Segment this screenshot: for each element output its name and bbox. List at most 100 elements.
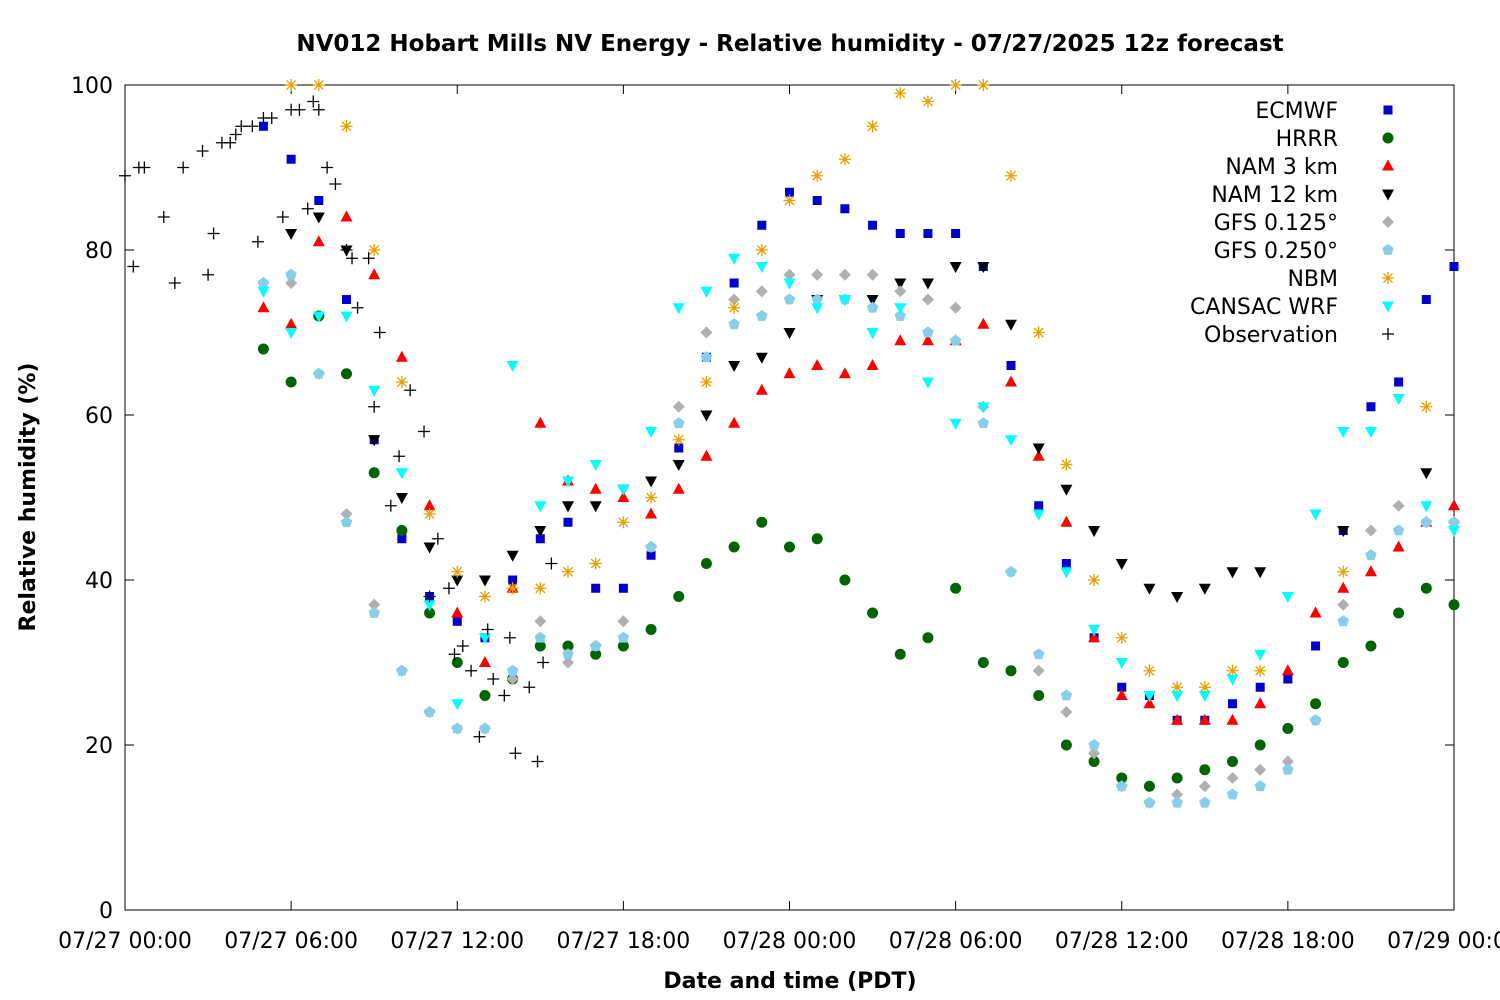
data-point-gfs-0-250 — [1033, 648, 1045, 660]
y-tick-label: 100 — [71, 74, 113, 99]
y-tick-label: 60 — [85, 404, 113, 429]
data-point-observation — [307, 95, 320, 108]
data-point-ecmwf — [286, 154, 296, 164]
data-point-cansac-wrf — [1392, 394, 1405, 405]
data-point-hrrr — [285, 376, 297, 388]
data-point-cansac-wrf — [838, 295, 851, 306]
data-point-nam-3-km — [1448, 499, 1460, 511]
data-point-observation — [503, 631, 516, 644]
data-point-hrrr — [922, 632, 934, 644]
data-point-nbm — [1198, 681, 1211, 694]
data-point-gfs-0-250 — [894, 310, 906, 321]
chart-title: NV012 Hobart Mills NV Energy - Relative … — [296, 31, 1283, 57]
data-point-nam-12-km — [312, 212, 325, 224]
data-point-cansac-wrf — [728, 253, 741, 265]
data-point-observation — [202, 268, 215, 281]
data-point-ecmwf — [840, 204, 850, 214]
data-point-observation — [340, 244, 353, 256]
data-point-nam-12-km — [478, 575, 491, 587]
series-observation — [119, 95, 558, 768]
data-point-observation — [157, 211, 170, 223]
data-point-observation — [423, 590, 436, 603]
data-point-nbm — [285, 79, 298, 91]
data-point-cansac-wrf — [921, 377, 934, 389]
data-point-cansac-wrf — [977, 402, 990, 414]
data-point-gfs-0-125 — [285, 277, 298, 289]
data-point-gfs-0-250 — [340, 516, 353, 528]
data-point-hrrr — [1199, 764, 1211, 776]
legend-label-ecmwf: ECMWF — [1255, 99, 1338, 124]
data-point-cansac-wrf — [1143, 691, 1156, 702]
data-point-cansac-wrf — [894, 303, 907, 315]
legend-label-nam-12-km: NAM 12 km — [1211, 183, 1338, 208]
data-point-gfs-0-125 — [1364, 524, 1377, 537]
data-point-hrrr — [1005, 665, 1017, 677]
data-point-hrrr — [1420, 582, 1432, 594]
data-point-nam-3-km — [478, 656, 491, 667]
data-point-gfs-0-250 — [1254, 780, 1266, 792]
data-point-nam-3-km — [617, 491, 630, 502]
data-point-hrrr — [1448, 599, 1460, 611]
data-point-cansac-wrf — [562, 476, 574, 488]
x-tick-label: 07/28 18:00 — [1221, 929, 1355, 954]
data-point-hrrr — [396, 525, 408, 536]
data-point-nam-12-km — [645, 476, 658, 488]
data-point-ecmwf — [1394, 377, 1404, 387]
data-point-nbm — [838, 153, 851, 166]
x-tick-label: 07/28 00:00 — [723, 929, 857, 954]
data-point-nam-3-km — [838, 367, 851, 379]
data-point-hrrr — [1088, 756, 1100, 767]
data-point-ecmwf — [1311, 641, 1321, 651]
data-point-nam-12-km — [534, 526, 547, 537]
data-point-cansac-wrf — [949, 418, 962, 430]
data-point-observation — [537, 656, 550, 669]
data-point-cansac-wrf — [866, 328, 879, 339]
data-point-ecmwf — [785, 187, 794, 197]
data-point-nam-12-km — [700, 410, 713, 422]
legend-marker-ecmwf — [1383, 105, 1393, 115]
data-point-nam-3-km — [811, 359, 824, 370]
data-point-cansac-wrf — [1364, 427, 1377, 438]
data-point-nam-3-km — [534, 416, 547, 428]
data-point-nam-12-km — [1032, 443, 1045, 455]
data-point-observation — [481, 623, 494, 636]
data-point-gfs-0-250 — [285, 268, 297, 280]
data-point-observation — [498, 689, 511, 702]
legend-marker-nam-3-km — [1382, 159, 1394, 171]
data-point-cansac-wrf — [672, 303, 685, 315]
data-point-ecmwf — [591, 583, 601, 593]
data-point-hrrr — [673, 591, 685, 602]
data-point-gfs-0-250 — [1448, 516, 1460, 528]
legend-marker-nam-12-km — [1382, 189, 1394, 201]
data-point-cansac-wrf — [1226, 674, 1239, 686]
data-point-observation — [368, 400, 381, 413]
data-point-observation — [351, 301, 364, 314]
data-point-gfs-0-125 — [894, 285, 907, 298]
data-point-cansac-wrf — [589, 460, 602, 471]
data-point-observation — [346, 252, 359, 265]
data-point-gfs-0-250 — [922, 326, 934, 338]
legend-label-hrrr: HRRR — [1276, 127, 1338, 152]
data-point-observation — [509, 747, 522, 760]
data-point-cansac-wrf — [1032, 509, 1045, 521]
data-point-gfs-0-250 — [368, 607, 380, 618]
data-point-nam-12-km — [1254, 567, 1267, 579]
plot-border — [124, 84, 1455, 911]
data-point-gfs-0-250 — [1226, 788, 1239, 800]
data-point-cansac-wrf — [1198, 691, 1211, 702]
data-point-hrrr — [1171, 772, 1183, 784]
data-point-observation — [229, 128, 242, 141]
data-point-gfs-0-250 — [1199, 796, 1211, 808]
data-point-gfs-0-125 — [368, 598, 381, 611]
data-point-observation — [246, 120, 259, 133]
data-point-hrrr — [700, 558, 712, 569]
data-point-observation — [276, 211, 289, 223]
data-point-nam-12-km — [1005, 319, 1017, 331]
data-point-gfs-0-250 — [590, 640, 602, 651]
data-point-cansac-wrf — [506, 361, 519, 372]
data-point-observation — [196, 145, 209, 157]
data-point-observation — [168, 277, 181, 289]
data-point-nam-12-km — [1115, 559, 1128, 570]
data-point-cansac-wrf — [811, 303, 824, 315]
data-point-nbm — [977, 79, 990, 91]
